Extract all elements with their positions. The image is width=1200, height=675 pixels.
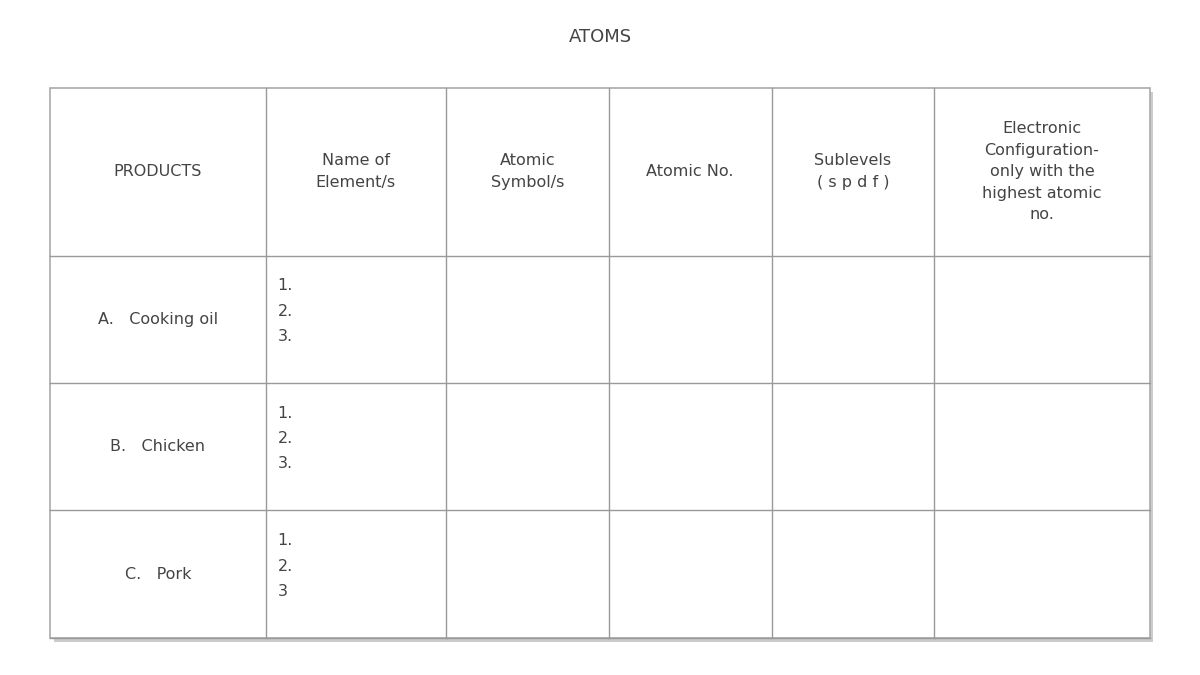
Text: Sublevels
( s p d f ): Sublevels ( s p d f ) <box>815 153 892 190</box>
Text: C.   Pork: C. Pork <box>125 566 191 582</box>
Text: ATOMS: ATOMS <box>569 28 631 46</box>
Text: PRODUCTS: PRODUCTS <box>114 164 202 179</box>
Text: Electronic
Configuration-
only with the
highest atomic
no.: Electronic Configuration- only with the … <box>983 121 1102 222</box>
Text: Name of
Element/s: Name of Element/s <box>316 153 396 190</box>
Bar <box>54 92 1153 642</box>
Text: B.   Chicken: B. Chicken <box>110 439 205 454</box>
Text: 1.
2.
3: 1. 2. 3 <box>277 533 293 599</box>
Text: 1.
2.
3.: 1. 2. 3. <box>277 406 293 471</box>
Text: Atomic
Symbol/s: Atomic Symbol/s <box>491 153 564 190</box>
Text: A.   Cooking oil: A. Cooking oil <box>98 312 218 327</box>
Text: 1.
2.
3.: 1. 2. 3. <box>277 279 293 344</box>
Text: Atomic No.: Atomic No. <box>647 164 734 179</box>
Bar <box>50 88 1150 638</box>
